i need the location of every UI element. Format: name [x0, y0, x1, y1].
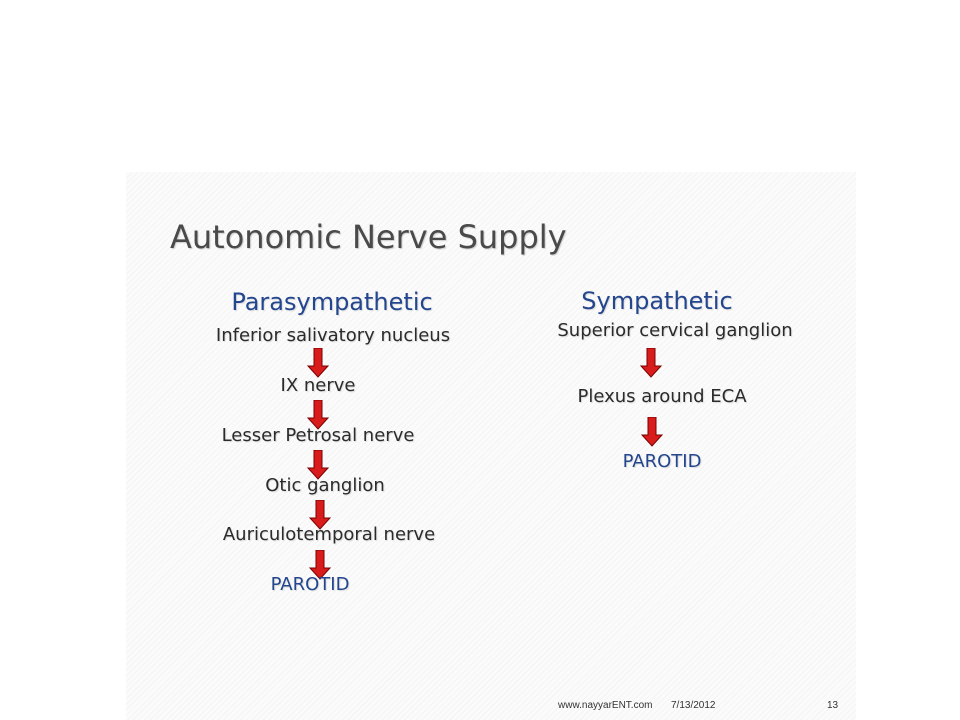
para-step-parotid: PAROTID — [270, 574, 350, 595]
para-step-otic-ganglion: Otic ganglion — [265, 475, 385, 496]
footer-website: www.nayyarENT.com — [558, 700, 653, 711]
down-arrow-icon — [307, 348, 329, 378]
slide-title: Autonomic Nerve Supply — [170, 218, 567, 256]
para-step-ix-nerve: IX nerve — [280, 375, 356, 396]
para-step-auriculotemporal-nerve: Auriculotemporal nerve — [222, 524, 436, 545]
symp-step-parotid: PAROTID — [622, 451, 702, 472]
footer-date: 7/13/2012 — [671, 700, 716, 711]
down-arrow-icon — [307, 450, 329, 480]
down-arrow-icon — [309, 500, 331, 530]
parasympathetic-heading: Parasympathetic — [231, 288, 433, 316]
sympathetic-heading: Sympathetic — [581, 287, 733, 315]
symp-step-superior-cervical-ganglion: Superior cervical ganglion — [557, 320, 793, 341]
footer-page-number: 13 — [827, 700, 839, 711]
down-arrow-icon — [309, 550, 331, 580]
down-arrow-icon — [640, 348, 662, 378]
para-step-lesser-petrosal-nerve: Lesser Petrosal nerve — [221, 425, 415, 446]
down-arrow-icon — [307, 400, 329, 430]
symp-step-plexus-around-eca: Plexus around ECA — [577, 386, 747, 407]
slide: Autonomic Nerve Supply Parasympathetic I… — [126, 172, 856, 720]
down-arrow-icon — [641, 417, 663, 447]
para-step-inferior-salivatory-nucleus: Inferior salivatory nucleus — [215, 325, 451, 346]
